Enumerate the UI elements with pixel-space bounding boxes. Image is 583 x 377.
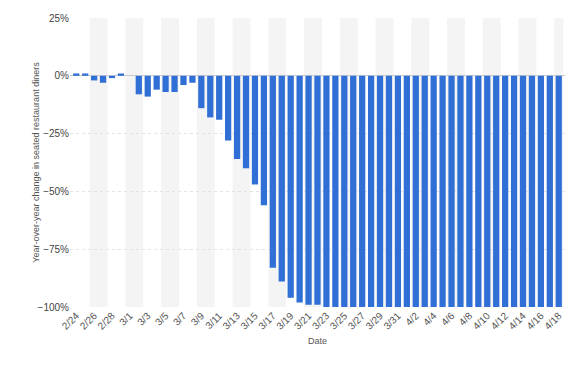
svg-text:4/6: 4/6 [439,310,457,328]
svg-text:−25%: −25% [43,128,69,139]
svg-text:−50%: −50% [43,186,69,197]
svg-text:2/26: 2/26 [78,310,100,332]
svg-text:3/5: 3/5 [153,310,171,328]
svg-text:4/2: 4/2 [403,310,421,328]
svg-text:3/15: 3/15 [238,310,260,332]
svg-text:3/31: 3/31 [381,310,403,332]
svg-text:3/9: 3/9 [189,310,207,328]
svg-text:−75%: −75% [43,244,69,255]
svg-text:4/10: 4/10 [471,310,493,332]
svg-text:3/23: 3/23 [310,310,332,332]
svg-text:3/11: 3/11 [203,310,224,331]
svg-text:3/3: 3/3 [135,310,153,328]
svg-text:3/7: 3/7 [171,310,189,328]
svg-text:4/14: 4/14 [506,310,528,332]
svg-text:3/21: 3/21 [292,310,314,332]
svg-text:−100%: −100% [38,302,70,313]
svg-text:2/28: 2/28 [95,310,117,332]
svg-text:3/25: 3/25 [328,310,350,332]
svg-text:3/19: 3/19 [274,310,296,332]
svg-text:0%: 0% [55,70,70,81]
svg-text:4/8: 4/8 [457,310,475,328]
svg-text:Year-over-year change in seate: Year-over-year change in seated restaura… [31,62,41,263]
svg-text:4/18: 4/18 [542,310,564,332]
svg-text:25%: 25% [49,13,69,24]
svg-text:3/27: 3/27 [346,310,368,332]
svg-text:4/12: 4/12 [489,310,511,332]
svg-text:Date: Date [308,336,327,346]
svg-text:3/17: 3/17 [256,310,278,332]
svg-text:3/13: 3/13 [220,310,242,332]
svg-text:2/24: 2/24 [60,310,82,332]
svg-text:3/29: 3/29 [363,310,385,332]
svg-text:4/16: 4/16 [524,310,546,332]
svg-text:3/1: 3/1 [117,310,135,328]
svg-text:4/4: 4/4 [421,310,439,328]
